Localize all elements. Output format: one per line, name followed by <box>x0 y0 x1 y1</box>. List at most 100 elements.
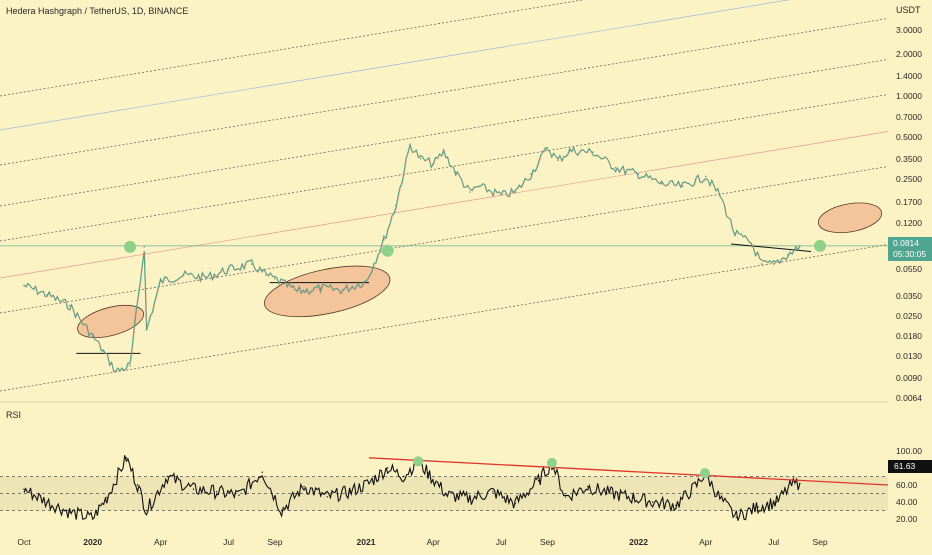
price-point <box>734 232 736 235</box>
price-tick-label: 0.0064 <box>896 393 922 403</box>
price-point <box>500 194 502 196</box>
price-point <box>91 335 94 337</box>
price-tick-label: 0.0180 <box>896 331 922 342</box>
rsi-point <box>192 488 195 490</box>
rsi-panel-label: RSI <box>6 410 22 420</box>
time-tick-label: Sep <box>539 537 555 547</box>
price-point <box>182 274 184 276</box>
price-point <box>296 290 299 293</box>
price-tick-label: 0.1700 <box>896 196 922 207</box>
price-point <box>342 289 344 291</box>
price-point <box>569 149 571 152</box>
rsi-point <box>23 488 25 490</box>
price-tick-label: 0.0130 <box>896 350 922 361</box>
rsi-point <box>799 482 801 484</box>
price-tick-label: 0.7000 <box>896 112 922 123</box>
price-point <box>592 151 594 153</box>
price-point <box>772 263 775 265</box>
annotation-ellipse <box>817 202 883 234</box>
price-point <box>419 157 422 160</box>
price-point <box>395 204 397 207</box>
price-point <box>787 254 789 256</box>
rsi-point <box>537 480 540 482</box>
price-series-line <box>23 142 801 373</box>
price-tick-label: 0.0350 <box>896 291 922 302</box>
price-point <box>102 350 104 352</box>
time-tick-label: Sep <box>812 537 828 547</box>
annotation-ellipse <box>77 304 145 338</box>
price-point <box>681 185 684 188</box>
price-point <box>46 293 48 296</box>
channel-line <box>0 0 791 131</box>
rsi-tick-label: 100.00 <box>896 446 922 456</box>
rsi-point <box>261 471 263 473</box>
price-point <box>530 173 532 175</box>
rsi-point <box>790 484 793 486</box>
rsi-point <box>610 492 612 495</box>
price-tick-label: 0.0550 <box>896 264 922 275</box>
rsi-point <box>215 491 218 493</box>
rsi-point <box>46 501 48 503</box>
rsi-touch-marker <box>546 457 557 468</box>
price-tick-label: 0.2500 <box>896 173 922 184</box>
price-point <box>477 185 480 188</box>
price-point <box>250 263 253 265</box>
price-tick-label: 0.0090 <box>896 372 922 383</box>
price-tick-label: 1.4000 <box>896 70 922 81</box>
price-point <box>145 329 148 331</box>
time-tick-label: Oct <box>17 537 31 547</box>
time-tick-label: Apr <box>699 537 713 547</box>
chart-title: Hedera Hashgraph / TetherUS, 1D, BINANCE <box>6 6 189 16</box>
price-point <box>115 370 117 373</box>
channel-line <box>0 131 889 279</box>
price-point <box>365 280 367 283</box>
rsi-trendline <box>368 457 889 486</box>
price-tick-label: 0.0250 <box>896 311 922 322</box>
price-point <box>557 159 559 162</box>
price-point <box>274 277 276 280</box>
price-point <box>750 242 753 245</box>
rsi-point <box>402 475 405 478</box>
rsi-point <box>303 486 305 488</box>
channel-line <box>0 59 889 207</box>
price-point <box>143 246 146 248</box>
price-point <box>704 175 707 178</box>
rsi-point <box>775 501 778 503</box>
rsi-point <box>675 504 677 507</box>
rsi-point <box>719 497 721 500</box>
price-point <box>159 280 162 283</box>
signal-marker <box>381 244 394 257</box>
price-tick-label: 0.1200 <box>896 217 922 228</box>
price-tick-label: 2.0000 <box>896 49 922 60</box>
rsi-touch-marker <box>413 456 424 467</box>
price-point <box>205 276 207 279</box>
price-point <box>68 304 71 307</box>
price-tick-label: 0.5000 <box>896 132 922 143</box>
channel-line <box>0 166 889 314</box>
time-tick-label: Apr <box>426 537 440 547</box>
rsi-point <box>514 503 517 505</box>
rsi-point <box>492 491 494 493</box>
bar-countdown: 05:30:05 <box>893 249 927 259</box>
rsi-point <box>136 484 139 486</box>
rsi-value-tag: 61.63 <box>888 460 932 473</box>
price-tick-label: 0.3500 <box>896 153 922 164</box>
price-point <box>454 171 457 173</box>
price-point <box>660 182 663 185</box>
rsi-point <box>326 496 328 498</box>
rsi-point <box>427 472 429 474</box>
time-tick-label: 2021 <box>356 537 376 547</box>
rsi-point <box>91 517 94 519</box>
price-point <box>265 274 267 276</box>
rsi-point <box>106 497 108 499</box>
rsi-point <box>386 467 389 469</box>
price-point <box>227 268 230 271</box>
rsi-point <box>125 457 128 459</box>
rsi-point <box>166 475 169 478</box>
price-point <box>129 364 131 367</box>
rsi-tick-label: 60.00 <box>896 480 918 490</box>
signal-marker <box>124 240 137 253</box>
rsi-point <box>757 506 759 508</box>
